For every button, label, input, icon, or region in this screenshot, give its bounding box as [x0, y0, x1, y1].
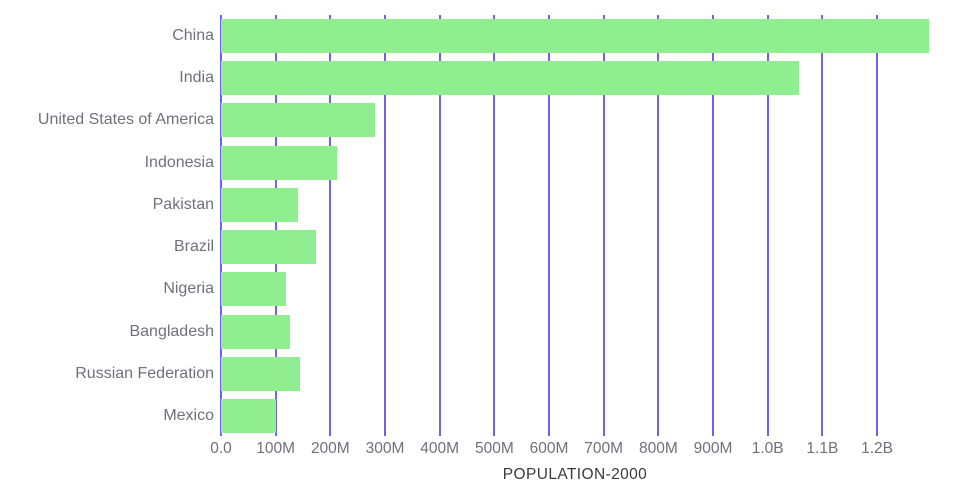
bar-mexico: [221, 398, 277, 433]
gridline: [438, 15, 441, 436]
x-tick-label: 0.0: [210, 440, 232, 457]
category-label: Pakistan: [152, 195, 214, 213]
gridline: [548, 15, 551, 436]
gridline: [329, 15, 332, 436]
category-label: Bangladesh: [129, 322, 214, 340]
category-label: Indonesia: [144, 153, 214, 171]
x-axis-title: POPULATION-2000: [502, 466, 648, 483]
bars-layer: China India United States of America Indone…: [38, 19, 929, 433]
x-tick-label: 1.2B: [861, 440, 893, 457]
gridline: [493, 15, 496, 436]
category-label: India: [179, 69, 214, 87]
x-tick-label: 100M: [256, 440, 296, 457]
bar-row-bangladesh: Bangladesh: [129, 314, 929, 349]
bar-india: [221, 61, 799, 96]
x-tick-label: 400M: [420, 440, 460, 457]
x-axis: 0.0 100M 200M 300M 400M 500M 600M 700M 800M 900M 1…: [210, 440, 929, 458]
category-label: Mexico: [163, 406, 214, 424]
bar-united-states-of-america: [221, 103, 376, 138]
bar-brazil: [221, 230, 316, 265]
bar-russian-federation: [221, 356, 301, 391]
category-label: Nigeria: [163, 280, 214, 298]
gridline: [876, 15, 879, 436]
gridline: [657, 15, 660, 436]
bar-row-pakistan: Pakistan: [153, 187, 929, 222]
category-label: Brazil: [173, 238, 214, 256]
x-tick-label: 300M: [365, 440, 405, 457]
x-tick-label: 500M: [474, 440, 514, 457]
x-tick-label: 1.1B: [806, 440, 839, 457]
gridline: [274, 15, 277, 436]
bar-row-china: China: [172, 19, 929, 53]
x-tick-label: 1.0B: [751, 440, 784, 457]
bar-row-india: India: [179, 61, 929, 96]
x-tick-label: 900M: [693, 440, 733, 457]
category-label: United States of America: [37, 111, 214, 129]
gridline: [602, 15, 605, 436]
x-tick-label: 800M: [638, 440, 678, 457]
bar-row-indonesia: Indonesia: [145, 145, 929, 180]
bar-indonesia: [221, 145, 337, 180]
x-tick-label: 700M: [584, 440, 624, 457]
x-tick-label: 200M: [310, 440, 350, 457]
bar-row-mexico: Mexico: [163, 398, 929, 433]
gridline: [384, 15, 386, 436]
category-label: China: [172, 27, 214, 44]
category-label: Russian Federation: [75, 364, 214, 382]
bar-row-russian-federation: Russian Federation: [75, 356, 929, 391]
gridline: [712, 15, 715, 436]
bar-bangladesh: [221, 314, 290, 349]
bar-row-nigeria: Nigeria: [163, 272, 929, 307]
bar-china: [221, 19, 929, 53]
plot-area: China India United States of America Indone…: [38, 15, 929, 436]
gridline: [821, 15, 824, 436]
x-tick-label: 600M: [529, 440, 569, 457]
bar-row-united-states-of-america: United States of America: [38, 103, 929, 138]
gridline: [766, 15, 769, 436]
bar-pakistan: [221, 187, 298, 222]
bar-nigeria: [221, 272, 287, 307]
bar-row-brazil: Brazil: [174, 230, 929, 265]
gridline: [220, 15, 222, 436]
